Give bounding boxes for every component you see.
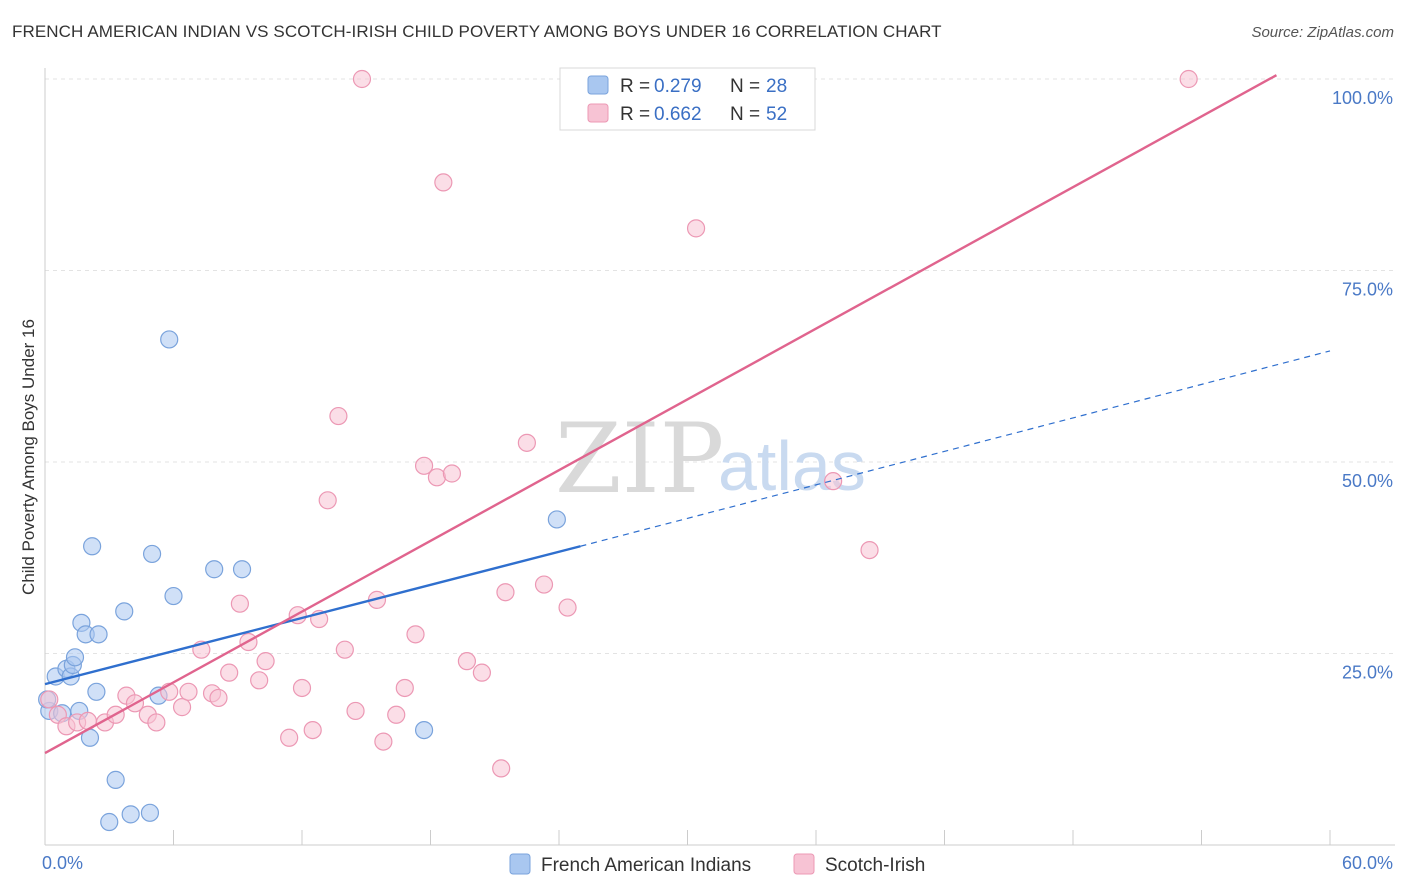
point-series-0-21 xyxy=(160,330,179,349)
point-series-1-36 xyxy=(427,468,447,487)
y-tick-label-3: 100.0% xyxy=(1332,88,1393,108)
point-series-1-10 xyxy=(147,713,166,732)
point-series-0-22 xyxy=(164,586,183,606)
point-series-1-28 xyxy=(335,640,354,659)
point-series-0-6 xyxy=(65,648,85,667)
point-series-0-23 xyxy=(205,560,224,579)
point-series-1-47 xyxy=(824,472,843,491)
legend-r-value-1: 0.279 xyxy=(654,76,702,97)
legend-n-value-2: 52 xyxy=(766,104,787,125)
legend-n-label-1: N = xyxy=(730,76,760,97)
point-series-1-16 xyxy=(209,688,228,708)
series-legend: French American Indians Scotch-Irish xyxy=(509,853,925,876)
point-series-1-22 xyxy=(280,728,299,747)
point-series-1-27 xyxy=(329,406,348,426)
point-series-1-12 xyxy=(172,698,192,717)
point-series-0-26 xyxy=(547,510,566,529)
chart-title: FRENCH AMERICAN INDIAN VS SCOTCH-IRISH C… xyxy=(12,22,942,41)
legend-r-label-2: R = xyxy=(620,104,650,125)
point-series-1-35 xyxy=(414,456,434,475)
point-series-1-13 xyxy=(179,682,198,701)
watermark-atlas: atlas xyxy=(718,427,866,505)
point-series-1-40 xyxy=(472,663,491,682)
point-series-1-41 xyxy=(492,759,511,778)
point-series-1-17 xyxy=(220,663,239,682)
point-series-1-21 xyxy=(256,652,275,671)
point-series-0-14 xyxy=(106,770,125,789)
point-series-0-19 xyxy=(142,544,162,564)
watermark-zip: ZIP xyxy=(555,403,724,515)
point-series-0-24 xyxy=(232,560,252,579)
point-series-1-49 xyxy=(1179,69,1198,89)
legend-r-value-2: 0.662 xyxy=(654,104,702,125)
legend-swatch-scotch-irish xyxy=(587,103,609,123)
legend-n-label-2: N = xyxy=(730,104,760,125)
source-label: Source: ZipAtlas.com xyxy=(1251,24,1394,41)
y-tick-label-0: 25.0% xyxy=(1342,663,1393,683)
point-series-0-15 xyxy=(115,602,134,621)
bottom-legend-label-scotch-irish: Scotch-Irish xyxy=(825,855,925,876)
legend-r-label-1: R = xyxy=(620,76,650,97)
bottom-legend-label-french-american-indians: French American Indians xyxy=(541,855,751,876)
point-series-1-26 xyxy=(318,491,337,510)
point-series-1-31 xyxy=(374,732,393,751)
point-series-1-45 xyxy=(558,598,577,617)
bottom-legend-swatch-scotch-irish xyxy=(793,853,815,875)
legend-swatch-french-american-indians xyxy=(587,75,609,95)
trend-line-series-1 xyxy=(44,74,1278,755)
point-series-1-42 xyxy=(496,583,515,602)
point-series-1-24 xyxy=(292,678,312,698)
trend-line-series-0 xyxy=(44,545,581,686)
point-series-1-43 xyxy=(517,433,536,452)
point-series-0-13 xyxy=(89,625,108,644)
point-series-1-51 xyxy=(303,720,322,740)
x-tick-label-0: 0.0% xyxy=(42,853,83,873)
point-series-1-33 xyxy=(395,678,414,698)
point-series-0-17 xyxy=(140,803,160,822)
point-series-1-0 xyxy=(40,690,59,709)
legend-n-value-1: 28 xyxy=(766,76,787,97)
point-series-1-39 xyxy=(457,652,477,671)
trend-line-extension-series-0 xyxy=(580,350,1331,547)
tick-labels: 25.0% 50.0% 75.0% 100.0% 0.0% 60.0% xyxy=(42,88,1393,873)
point-series-1-44 xyxy=(534,575,554,594)
point-series-0-11 xyxy=(83,537,102,556)
trend-lines xyxy=(44,74,1331,755)
point-series-0-18 xyxy=(100,812,119,832)
bottom-legend-swatch-french-american-indians xyxy=(509,853,531,875)
x-tick-label-1: 60.0% xyxy=(1342,853,1393,873)
point-series-1-18 xyxy=(230,594,249,613)
point-series-0-25 xyxy=(414,720,434,740)
point-series-1-29 xyxy=(352,69,372,89)
point-series-0-12 xyxy=(87,682,106,701)
point-series-1-46 xyxy=(686,219,706,238)
point-series-1-38 xyxy=(442,464,462,483)
y-axis-label: Child Poverty Among Boys Under 16 xyxy=(19,319,38,595)
y-tick-label-1: 50.0% xyxy=(1342,471,1393,491)
y-tick-label-2: 75.0% xyxy=(1342,280,1393,300)
point-series-1-20 xyxy=(250,671,269,690)
point-series-1-32 xyxy=(387,705,406,724)
point-series-1-48 xyxy=(860,540,879,560)
point-series-1-50 xyxy=(346,701,365,721)
point-series-0-16 xyxy=(121,805,140,824)
point-series-1-37 xyxy=(434,173,453,192)
stats-legend: R = 0.279 N = 28 R = 0.662 N = 52 xyxy=(559,67,816,131)
point-series-1-34 xyxy=(406,625,425,644)
